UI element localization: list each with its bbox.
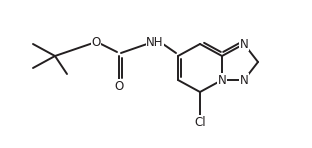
Text: N: N bbox=[240, 37, 248, 50]
Text: NH: NH bbox=[146, 36, 164, 49]
Text: Cl: Cl bbox=[194, 115, 206, 128]
Text: O: O bbox=[91, 36, 101, 49]
Text: N: N bbox=[218, 74, 227, 86]
Text: N: N bbox=[240, 74, 248, 86]
Text: O: O bbox=[115, 79, 124, 92]
